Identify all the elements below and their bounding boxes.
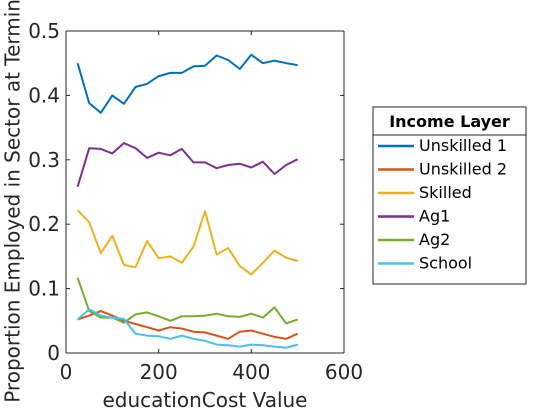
- legend-entry-label: School: [419, 254, 472, 273]
- y-tick-label: 0.3: [28, 148, 60, 172]
- legend-entry-label: Ag1: [419, 207, 450, 226]
- y-tick-label: 0.2: [28, 212, 60, 236]
- x-tick-label: 0: [60, 360, 73, 384]
- y-tick-label: 0.4: [28, 83, 60, 107]
- x-tick-label: 200: [140, 360, 178, 384]
- x-axis-title: educationCost Value: [103, 388, 308, 412]
- y-tick-label: 0.1: [28, 277, 60, 301]
- series-line-unskilled-1: [76, 53, 298, 114]
- series-line-ag1: [76, 142, 299, 188]
- axes: 0 200 400 600 0 0.1 0.2 0.3 0.4 0.5: [28, 19, 363, 384]
- x-tick-label: 400: [232, 360, 270, 384]
- y-tick-label: 0: [47, 341, 60, 365]
- legend-entry-label: Unskilled 2: [419, 160, 507, 179]
- legend: Income Layer Unskilled 1 Unskilled 2 Skill…: [372, 106, 527, 285]
- series-line-unskilled-2: [77, 310, 299, 340]
- legend-entry-label: Unskilled 1: [419, 136, 507, 155]
- x-tick-label: 600: [325, 360, 363, 384]
- legend-entry-label: Ag2: [419, 230, 450, 249]
- y-tick-label: 0.5: [28, 19, 60, 43]
- legend-box: [372, 106, 527, 285]
- series-lines: [76, 53, 299, 349]
- series-line-skilled: [76, 209, 298, 276]
- plot-area: [66, 31, 344, 353]
- plot-background: [66, 31, 344, 353]
- legend-entry-label: Skilled: [419, 183, 472, 202]
- series-line-school: [76, 308, 298, 349]
- y-axis-title: Proportion Employed in Sector at Termina…: [1, 0, 25, 403]
- legend-title: Income Layer: [389, 112, 510, 131]
